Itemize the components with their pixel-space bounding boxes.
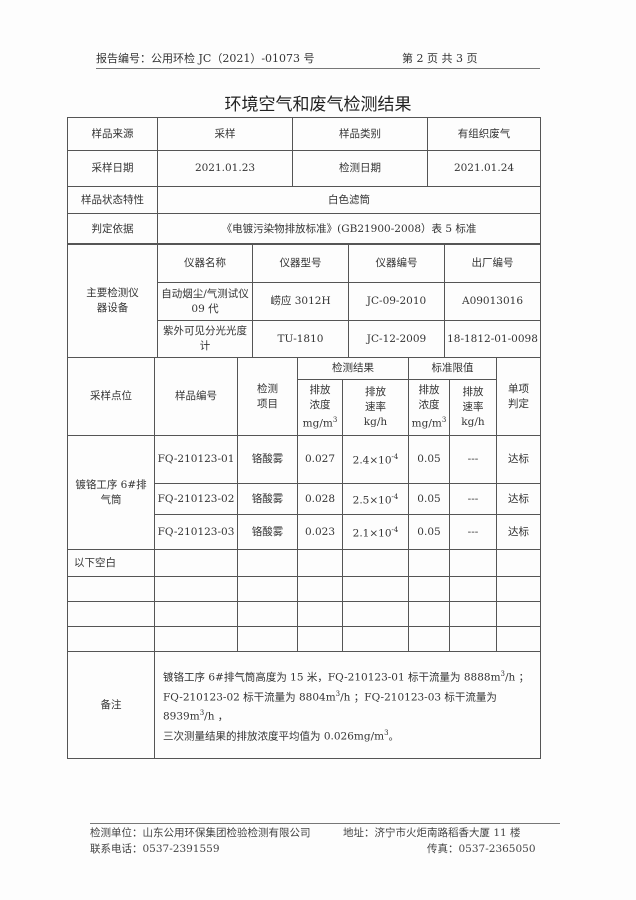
table-row: FQ-210123-03 铬酸雾 0.023 2.1×10-4 0.05 --- 达标: [68, 514, 541, 550]
label: 判定依据: [67, 213, 158, 245]
column-header: 排放浓度 mg/m3: [408, 379, 450, 436]
column-header: 出厂编号: [444, 243, 541, 283]
cell: A09013016: [444, 282, 541, 321]
cell: FQ-210123-02: [154, 483, 238, 515]
sampling-point: 镀铬工序 6#排气筒: [67, 435, 155, 550]
cell: ---: [449, 435, 497, 484]
cell: 崂应 3012H: [252, 282, 349, 321]
instrument-table: 主要检测仪器设备 仪器名称 仪器型号 仪器编号 出厂编号 自动烟尘/气测试仪 09 代…: [67, 243, 541, 358]
cell: 0.05: [408, 514, 450, 550]
cell: 0.023: [297, 514, 343, 550]
results-table: 采样点位 样品编号 检测项目 检测结果 标准限值 单项判定 排放浓度 mg/m3 排放速率…: [67, 357, 541, 759]
cell: 18-1812-01-0098: [444, 320, 541, 358]
label: 样品类别: [292, 117, 428, 151]
cell: 铬酸雾: [237, 483, 298, 515]
cell: ---: [449, 514, 497, 550]
column-header: 排放速率 kg/h: [342, 379, 409, 436]
cell: FQ-210123-01: [154, 435, 238, 484]
header-divider: [96, 68, 540, 69]
column-header: 样品编号: [154, 357, 238, 436]
column-header: 仪器名称: [157, 243, 253, 283]
column-header: 采样点位: [67, 357, 155, 436]
label: 样品来源: [67, 117, 158, 151]
column-header: 单项判定: [496, 357, 541, 436]
cell: 2.1×10-4: [342, 514, 409, 550]
page-title: 环境空气和废气检测结果: [224, 95, 412, 115]
cell: 铬酸雾: [237, 435, 298, 484]
label: 主要检测仪器设备: [67, 243, 158, 358]
empty-row: [67, 601, 541, 627]
cell: FQ-210123-03: [154, 514, 238, 550]
cell: JC-09-2010: [348, 282, 445, 321]
cell: 紫外可见分光光度计: [157, 320, 253, 358]
footer-fax: 传真：0537-2365050: [427, 843, 536, 855]
empty-row: [67, 626, 541, 652]
column-header: 排放速率 kg/h: [449, 379, 497, 436]
footer-unit: 检测单位：山东公用环保集团检验检测有限公司: [90, 827, 311, 839]
footer-divider: [90, 823, 560, 824]
label: 检测日期: [292, 150, 428, 187]
table-row: FQ-210123-02 铬酸雾 0.028 2.5×10-4 0.05 --- 达标: [68, 483, 541, 515]
table-row: 以下空白: [67, 549, 541, 577]
label: 采样日期: [67, 150, 158, 187]
cell: 0.027: [297, 435, 343, 484]
label: 样品状态特性: [67, 186, 158, 214]
value: 2021.01.23: [157, 150, 293, 187]
column-header: 仪器型号: [252, 243, 349, 283]
cell: 0.05: [408, 483, 450, 515]
value: 2021.01.24: [427, 150, 541, 187]
cell: JC-12-2009: [348, 320, 445, 358]
cell: 铬酸雾: [237, 514, 298, 550]
column-header: 排放浓度 mg/m3: [297, 379, 343, 436]
column-header: 标准限值: [408, 357, 497, 380]
footer-phone: 联系电话：0537-2391559: [90, 843, 220, 855]
empty-row: [67, 576, 541, 602]
page-number: 第 2 页 共 3 页: [402, 52, 478, 65]
value: 白色滤筒: [157, 186, 541, 214]
table-row: 镀铬工序 6#排气筒 FQ-210123-01 铬酸雾 0.027 2.4×10-4 0…: [67, 435, 541, 550]
footer-address: 地址：济宁市火炬南路稻香大厦 11 楼: [343, 827, 521, 839]
value: 采样: [157, 117, 293, 151]
cell: 达标: [496, 483, 541, 515]
cell: 2.4×10-4: [342, 435, 409, 484]
value: 《电镀污染物排放标准》(GB21900-2008）表 5 标准: [157, 213, 541, 245]
cell: TU-1810: [252, 320, 349, 358]
cell: 自动烟尘/气测试仪 09 代: [157, 282, 253, 321]
cell: 达标: [496, 514, 541, 550]
cell: 2.5×10-4: [342, 483, 409, 515]
blank-note: 以下空白: [67, 549, 155, 577]
remarks-label: 备注: [67, 651, 155, 759]
value: 有组织废气: [427, 117, 541, 151]
info-table: 样品来源 采样 样品类别 有组织废气 采样日期 2021.01.23 检测日期 2021.0…: [67, 117, 541, 245]
column-header: 检测结果: [297, 357, 409, 380]
cell: 0.028: [297, 483, 343, 515]
cell: ---: [449, 483, 497, 515]
remarks-text: 镀铬工序 6#排气筒高度为 15 米，FQ-210123-01 标干流量为 88…: [154, 651, 541, 759]
report-number: 报告编号：公用环检 JC（2021）-01073 号: [96, 52, 315, 65]
column-header: 检测项目: [237, 357, 298, 436]
cell: 0.05: [408, 435, 450, 484]
column-header: 仪器编号: [348, 243, 445, 283]
cell: 达标: [496, 435, 541, 484]
